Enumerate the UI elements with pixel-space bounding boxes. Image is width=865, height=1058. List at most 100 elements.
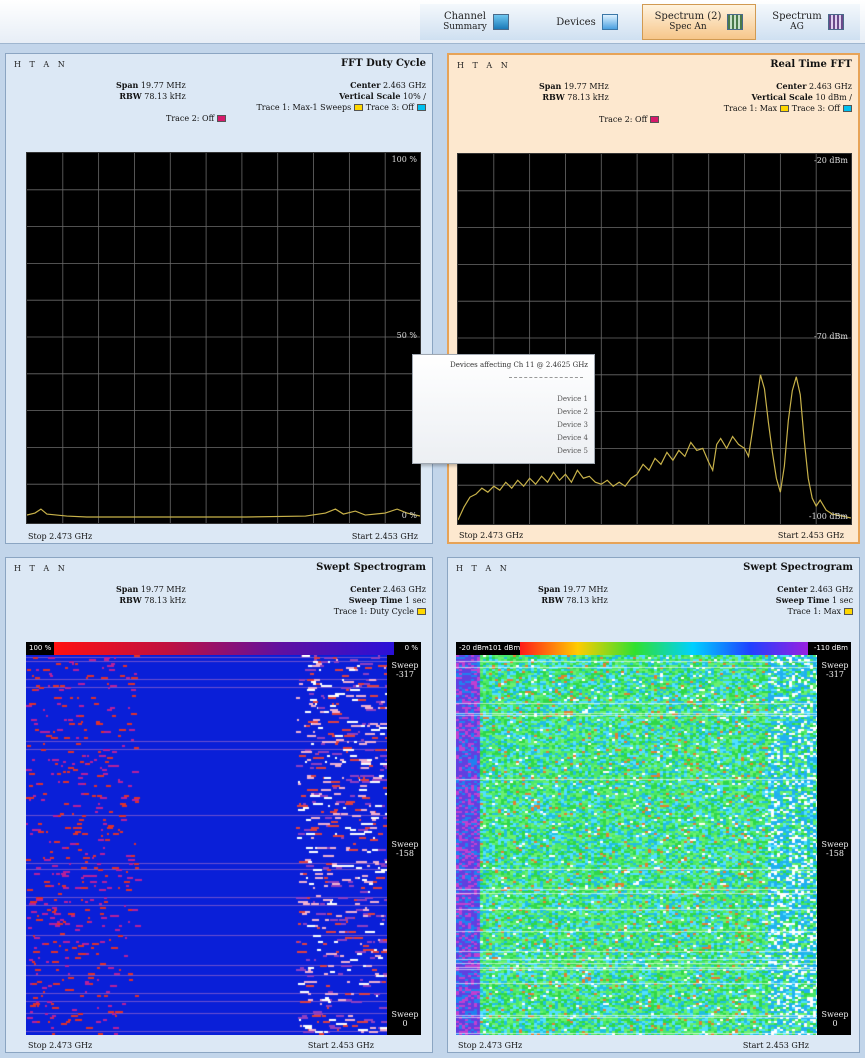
trace-1-label[interactable]: Trace 1: Max [723,104,778,113]
span-label: Span [116,584,139,594]
color-scale-bar[interactable]: -20 dBm -101 dBm -110 dBm [456,642,851,655]
panel-title: Swept Spectrogram [743,562,853,573]
rbw-value: 78.13 kHz [144,92,186,101]
trace-1-swatch [354,104,364,111]
trace-1-swatch [780,105,790,112]
color-scale-max-label: -110 dBm [813,644,848,652]
panel-controls[interactable]: H T A N [457,61,511,70]
rbw-value: 78.13 kHz [567,93,609,102]
trace-2-label[interactable]: Trace 2: Off [166,114,215,123]
start-frequency-label: Start 2.453 GHz [742,1041,809,1050]
tab-sublabel: Summary [443,22,487,32]
center-value: 2.463 GHz [382,585,426,594]
trace-2-swatch [650,116,660,123]
panel-title: Swept Spectrogram [316,562,426,573]
center-label: Center [350,584,381,594]
trace-3-label[interactable]: Trace 3: Off [365,103,414,112]
rbw-label: RBW [119,595,142,605]
color-scale-max-label: 0 % [404,644,418,652]
stop-frequency-label: Stop 2.473 GHz [459,531,524,540]
sweep-axis: Sweep -317 Sweep -158 Sweep 0 [387,655,421,1035]
center-value: 2.463 GHz [809,585,853,594]
trace-2-label[interactable]: Trace 2: Off [599,115,648,124]
duty-cycle-spectrogram[interactable] [26,655,387,1035]
trace-1-label[interactable]: Trace 1: Duty Cycle [333,607,414,616]
view-tab-bar: Channel Summary Devices Spectrum (2) Spec … [0,0,865,44]
center-label: Center [350,80,381,90]
vertical-scale-label: Vertical Scale [751,92,813,102]
color-scale-min-label: -20 dBm [459,644,489,652]
tab-channel-summary[interactable]: Channel Summary [420,4,532,40]
tab-label: Spectrum [772,11,822,22]
sweep-axis-top-label: Sweep -317 [821,661,849,679]
span-value: 19.77 MHz [563,82,609,91]
trace-1-swatch [417,608,426,615]
color-scale-bar[interactable]: 100 % 0 % [26,642,421,655]
trace-1-label[interactable]: Trace 1: Max-1 Sweeps [256,103,352,112]
color-scale-min-label: 100 % [29,644,52,652]
vertical-scale-label: Vertical Scale [339,91,401,101]
span-value: 19.77 MHz [140,81,186,90]
real-time-fft-trace [458,374,851,521]
sweep-time-label: Sweep Time [348,595,403,605]
panel-controls[interactable]: H T A N [14,60,68,69]
span-label: Span [538,584,561,594]
stop-frequency-label: Stop 2.473 GHz [28,1041,93,1050]
tab-spectrum[interactable]: Spectrum AG [756,4,860,40]
y-axis-bottom-label: -100 dBm [808,512,848,521]
real-time-fft-plot[interactable]: -20 dBm -70 dBm -100 dBm [457,153,852,525]
devices-icon [601,14,618,30]
rbw-value: 78.13 kHz [566,596,608,605]
plot-grid [458,154,851,524]
channel-summary-icon [492,14,509,30]
trace-1-swatch [844,608,853,615]
trace-2-swatch [217,115,227,122]
tab-label: Devices [556,16,596,28]
device-list-item: Device 4 [557,434,588,442]
y-axis-mid-label: 50 % [396,331,417,340]
span-value: 19.77 MHz [140,585,186,594]
trace-1-label[interactable]: Trace 1: Max [787,607,842,616]
y-axis-top-label: -20 dBm [813,156,848,165]
color-scale-mid-label: -101 dBm [486,644,521,652]
center-value: 2.463 GHz [382,81,426,90]
sweep-time-value: 1 sec [405,596,426,605]
tab-devices[interactable]: Devices [532,4,642,40]
span-value: 19.77 MHz [562,585,608,594]
sweep-axis-mid-label: Sweep -158 [391,840,419,858]
tab-label: Spectrum (2) [654,11,722,22]
panel-title: Real Time FFT [770,59,852,70]
rbw-value: 78.13 kHz [144,596,186,605]
duty-cycle-trace [27,508,420,518]
center-value: 2.463 GHz [808,82,852,91]
panel-controls[interactable]: H T A N [14,564,68,573]
rbw-label: RBW [541,595,564,605]
y-axis-mid-label: -70 dBm [813,332,848,341]
span-label: Span [116,80,139,90]
plot-grid [27,153,420,523]
stop-frequency-label: Stop 2.473 GHz [28,532,93,541]
real-time-fft-panel: H T A N Real Time FFT Span 19.77 MHz RBW… [447,53,860,544]
device-list-item: Device 5 [557,447,588,455]
span-label: Span [539,81,562,91]
color-scale-gradient [520,642,808,655]
sweep-axis: Sweep -317 Sweep -158 Sweep 0 [817,655,851,1035]
trace-3-label[interactable]: Trace 3: Off [791,104,840,113]
start-frequency-label: Start 2.453 GHz [351,532,418,541]
tab-sublabel: Spec An [669,22,707,32]
tab-spectrum-2[interactable]: Spectrum (2) Spec An [642,4,756,40]
swept-spectrogram-max-panel: H T A N Swept Spectrogram Span 19.77 MHz… [447,557,860,1053]
vertical-scale-value: 10 dBm / [815,93,852,102]
center-label: Center [776,81,807,91]
swept-spectrogram-duty-panel: H T A N Swept Spectrogram Span 19.77 MHz… [5,557,433,1053]
panel-controls[interactable]: H T A N [456,564,510,573]
stop-frequency-label: Stop 2.473 GHz [458,1041,523,1050]
device-list-item: Device 2 [557,408,588,416]
y-axis-top-label: 100 % [391,155,417,164]
duty-cycle-plot[interactable]: 100 % 50 % 0 % [26,152,421,524]
vertical-scale-value: 10% / [402,92,426,101]
max-spectrogram[interactable] [456,655,817,1035]
y-axis-bottom-label: 0 % [401,511,417,520]
spectrum-icon [827,14,844,30]
